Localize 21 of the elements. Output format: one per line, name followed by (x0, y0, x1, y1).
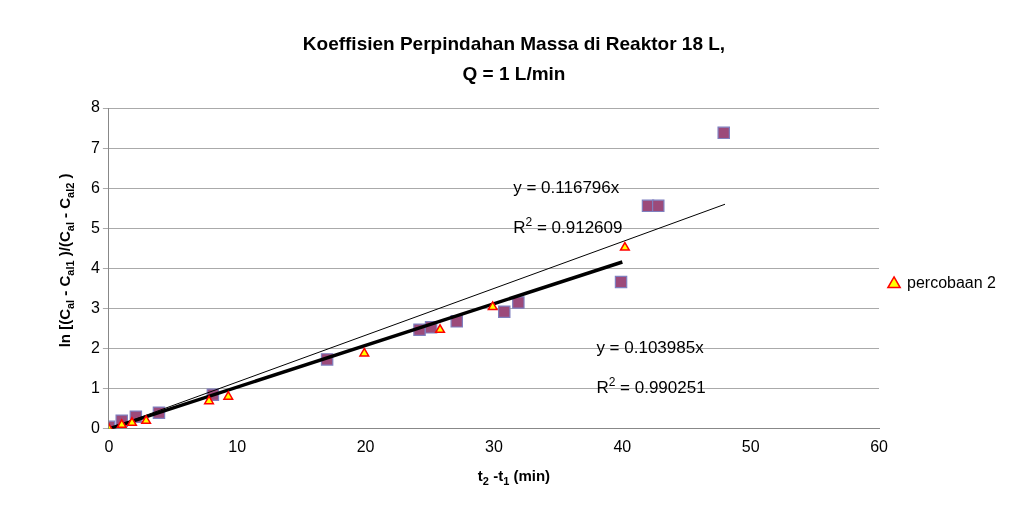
chart-title: Koeffisien Perpindahan Massa di Reaktor 18 L, Q = 1 L/min (302, 33, 726, 85)
legend-label: percobaan 2 (907, 274, 997, 292)
y-tick-label: 2 (90, 339, 100, 357)
x-tick-label: 40 (613, 437, 632, 455)
annotation: y = 0.116796x (513, 177, 620, 197)
y-tick-label: 5 (90, 218, 100, 236)
x-tick-label: 60 (870, 437, 889, 455)
x-tick-label: 20 (356, 437, 375, 455)
y-tick-label: 8 (90, 98, 100, 116)
y-tick-label: 3 (90, 298, 100, 316)
y-tick-label: 1 (90, 379, 100, 397)
x-tick-label: 30 (485, 437, 503, 455)
annotation: y = 0.103985x (596, 338, 705, 358)
x-tick-label: 50 (741, 437, 760, 455)
x-tick-label: 0 (104, 437, 114, 455)
y-tick-label: 7 (90, 138, 100, 156)
text: ln [(Cal - Cal1 )/(Cal - Cal2 ) (56, 173, 77, 348)
x-tick-label: 10 (228, 437, 247, 455)
y-tick-label: 4 (90, 258, 100, 276)
y-tick-label: 6 (90, 178, 100, 196)
y-tick-label: 0 (90, 419, 100, 437)
